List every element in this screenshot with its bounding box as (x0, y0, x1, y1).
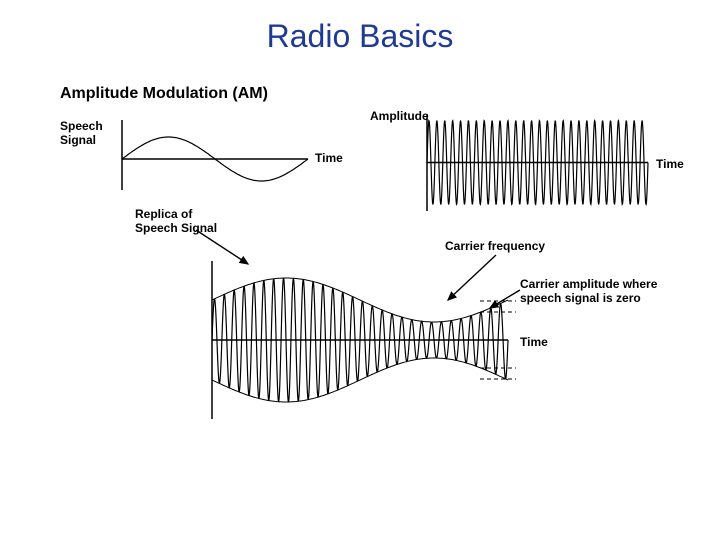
page-title: Radio Basics (0, 18, 720, 55)
label-replica: Replica ofSpeech Signal (135, 208, 217, 236)
label-speech-time: Time (315, 152, 343, 166)
am-panel (210, 255, 510, 425)
speech-signal-panel (120, 115, 310, 195)
label-carrier-freq: Carrier frequency (445, 240, 545, 254)
label-am-time: Time (520, 336, 548, 350)
carrier-panel (425, 110, 650, 215)
section-title: Amplitude Modulation (AM) (60, 85, 268, 103)
label-amplitude: Amplitude (370, 110, 429, 124)
label-speech-signal: SpeechSignal (60, 120, 103, 148)
label-carrier-time: Time (656, 158, 684, 172)
label-carrier-amp-zero: Carrier amplitude wherespeech signal is … (520, 278, 657, 306)
